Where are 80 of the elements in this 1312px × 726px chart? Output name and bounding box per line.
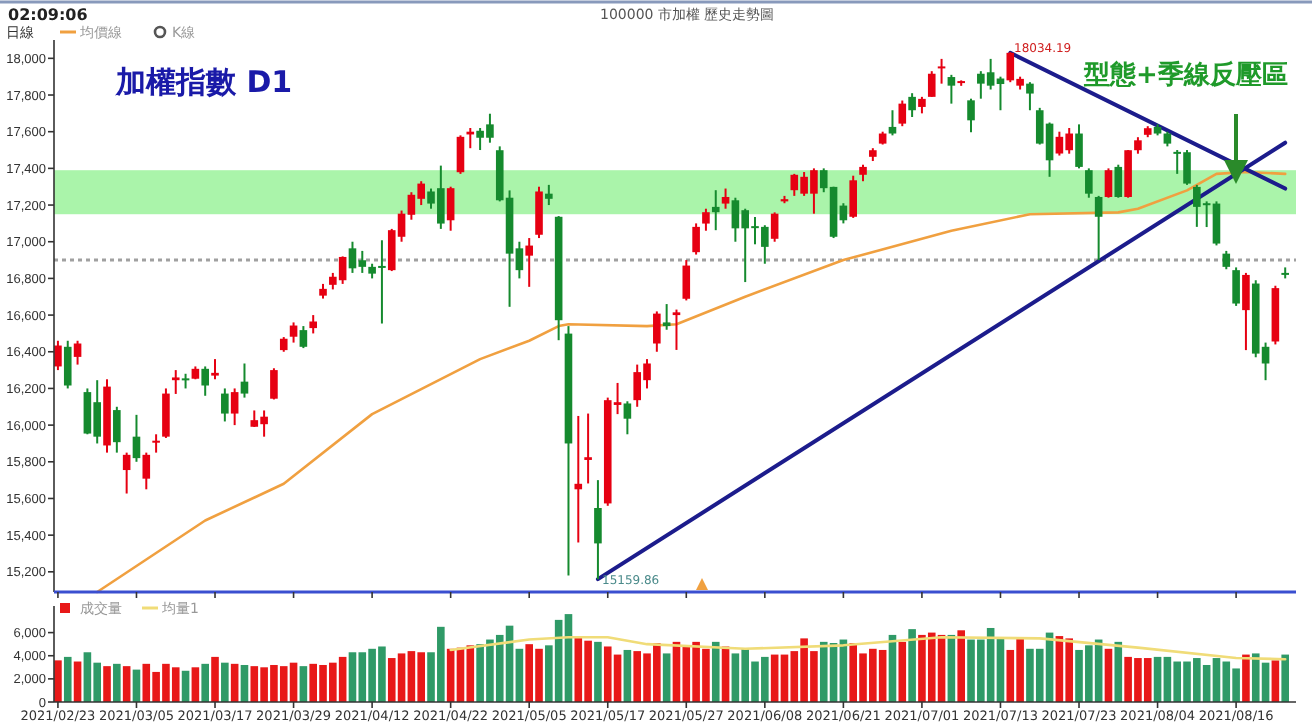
candlestick xyxy=(653,310,661,353)
candlestick xyxy=(122,451,131,495)
bar xyxy=(113,663,121,702)
candlestick xyxy=(535,185,543,240)
annotation: 型態+季線反壓區 xyxy=(1082,59,1288,92)
bar xyxy=(211,656,219,702)
bar xyxy=(1104,648,1113,702)
candlestick xyxy=(171,369,180,395)
candlestick xyxy=(221,387,229,423)
bar xyxy=(1242,654,1250,702)
candlestick xyxy=(682,259,691,302)
bar xyxy=(63,656,72,702)
line-series xyxy=(449,635,1287,661)
candlestick xyxy=(446,185,455,232)
candlestick xyxy=(211,358,219,381)
bar xyxy=(221,662,229,702)
candlestick xyxy=(770,211,779,243)
candlestick xyxy=(63,339,72,390)
candlestick xyxy=(937,57,946,85)
text: 加權指數 D1 xyxy=(114,64,293,100)
bar xyxy=(623,649,632,702)
candlestick xyxy=(113,405,121,454)
candlestick xyxy=(1075,123,1083,170)
bar xyxy=(240,664,249,702)
candlestick xyxy=(230,387,239,427)
bar xyxy=(191,667,200,702)
bar xyxy=(908,629,916,702)
bar xyxy=(1114,641,1123,702)
candlestick xyxy=(240,362,249,399)
bar xyxy=(957,630,965,702)
candlestick xyxy=(967,97,975,134)
candlestick xyxy=(1242,271,1250,352)
bar xyxy=(594,641,602,702)
candlestick xyxy=(1094,194,1103,262)
candlestick xyxy=(927,70,936,98)
candlestick xyxy=(299,325,308,350)
bar xyxy=(122,666,131,702)
candlestick xyxy=(594,479,602,581)
bar xyxy=(898,641,907,702)
candlestick xyxy=(456,134,465,175)
candlestick xyxy=(574,414,583,544)
candlestick xyxy=(898,99,907,128)
candlestick xyxy=(1114,163,1123,199)
candlestick xyxy=(1026,81,1034,112)
bar xyxy=(711,641,720,702)
bar xyxy=(201,663,209,702)
bar xyxy=(103,666,111,702)
candlestick xyxy=(1085,167,1093,199)
candlestick xyxy=(662,303,671,331)
candlestick xyxy=(702,207,710,232)
candlestick xyxy=(849,174,857,219)
candlestick xyxy=(672,308,681,351)
bar xyxy=(54,660,62,702)
candlestick xyxy=(908,92,916,119)
candlestick xyxy=(132,413,141,463)
candlestick xyxy=(142,451,151,491)
bar xyxy=(299,666,308,702)
candlestick xyxy=(289,321,298,344)
candlestick xyxy=(545,183,553,207)
candlestick xyxy=(947,73,956,105)
candlestick xyxy=(711,189,720,232)
candlestick xyxy=(201,365,209,397)
bar xyxy=(662,653,671,702)
bar xyxy=(1281,654,1289,702)
candlestick xyxy=(623,400,632,436)
candlestick xyxy=(309,314,317,335)
candlestick xyxy=(692,222,700,256)
candlestick xyxy=(270,367,278,401)
candlestick xyxy=(888,109,897,137)
text: 02:09:06 xyxy=(8,5,89,24)
candlestick xyxy=(1104,167,1113,199)
candlestick xyxy=(1222,249,1231,271)
candlestick xyxy=(525,237,533,288)
candlestick xyxy=(152,433,160,454)
candlestick xyxy=(162,387,170,439)
candlestick xyxy=(1124,149,1132,199)
candlestick xyxy=(1232,266,1240,307)
candlestick xyxy=(721,187,730,210)
candlestick xyxy=(584,412,592,485)
bar xyxy=(1271,660,1280,702)
